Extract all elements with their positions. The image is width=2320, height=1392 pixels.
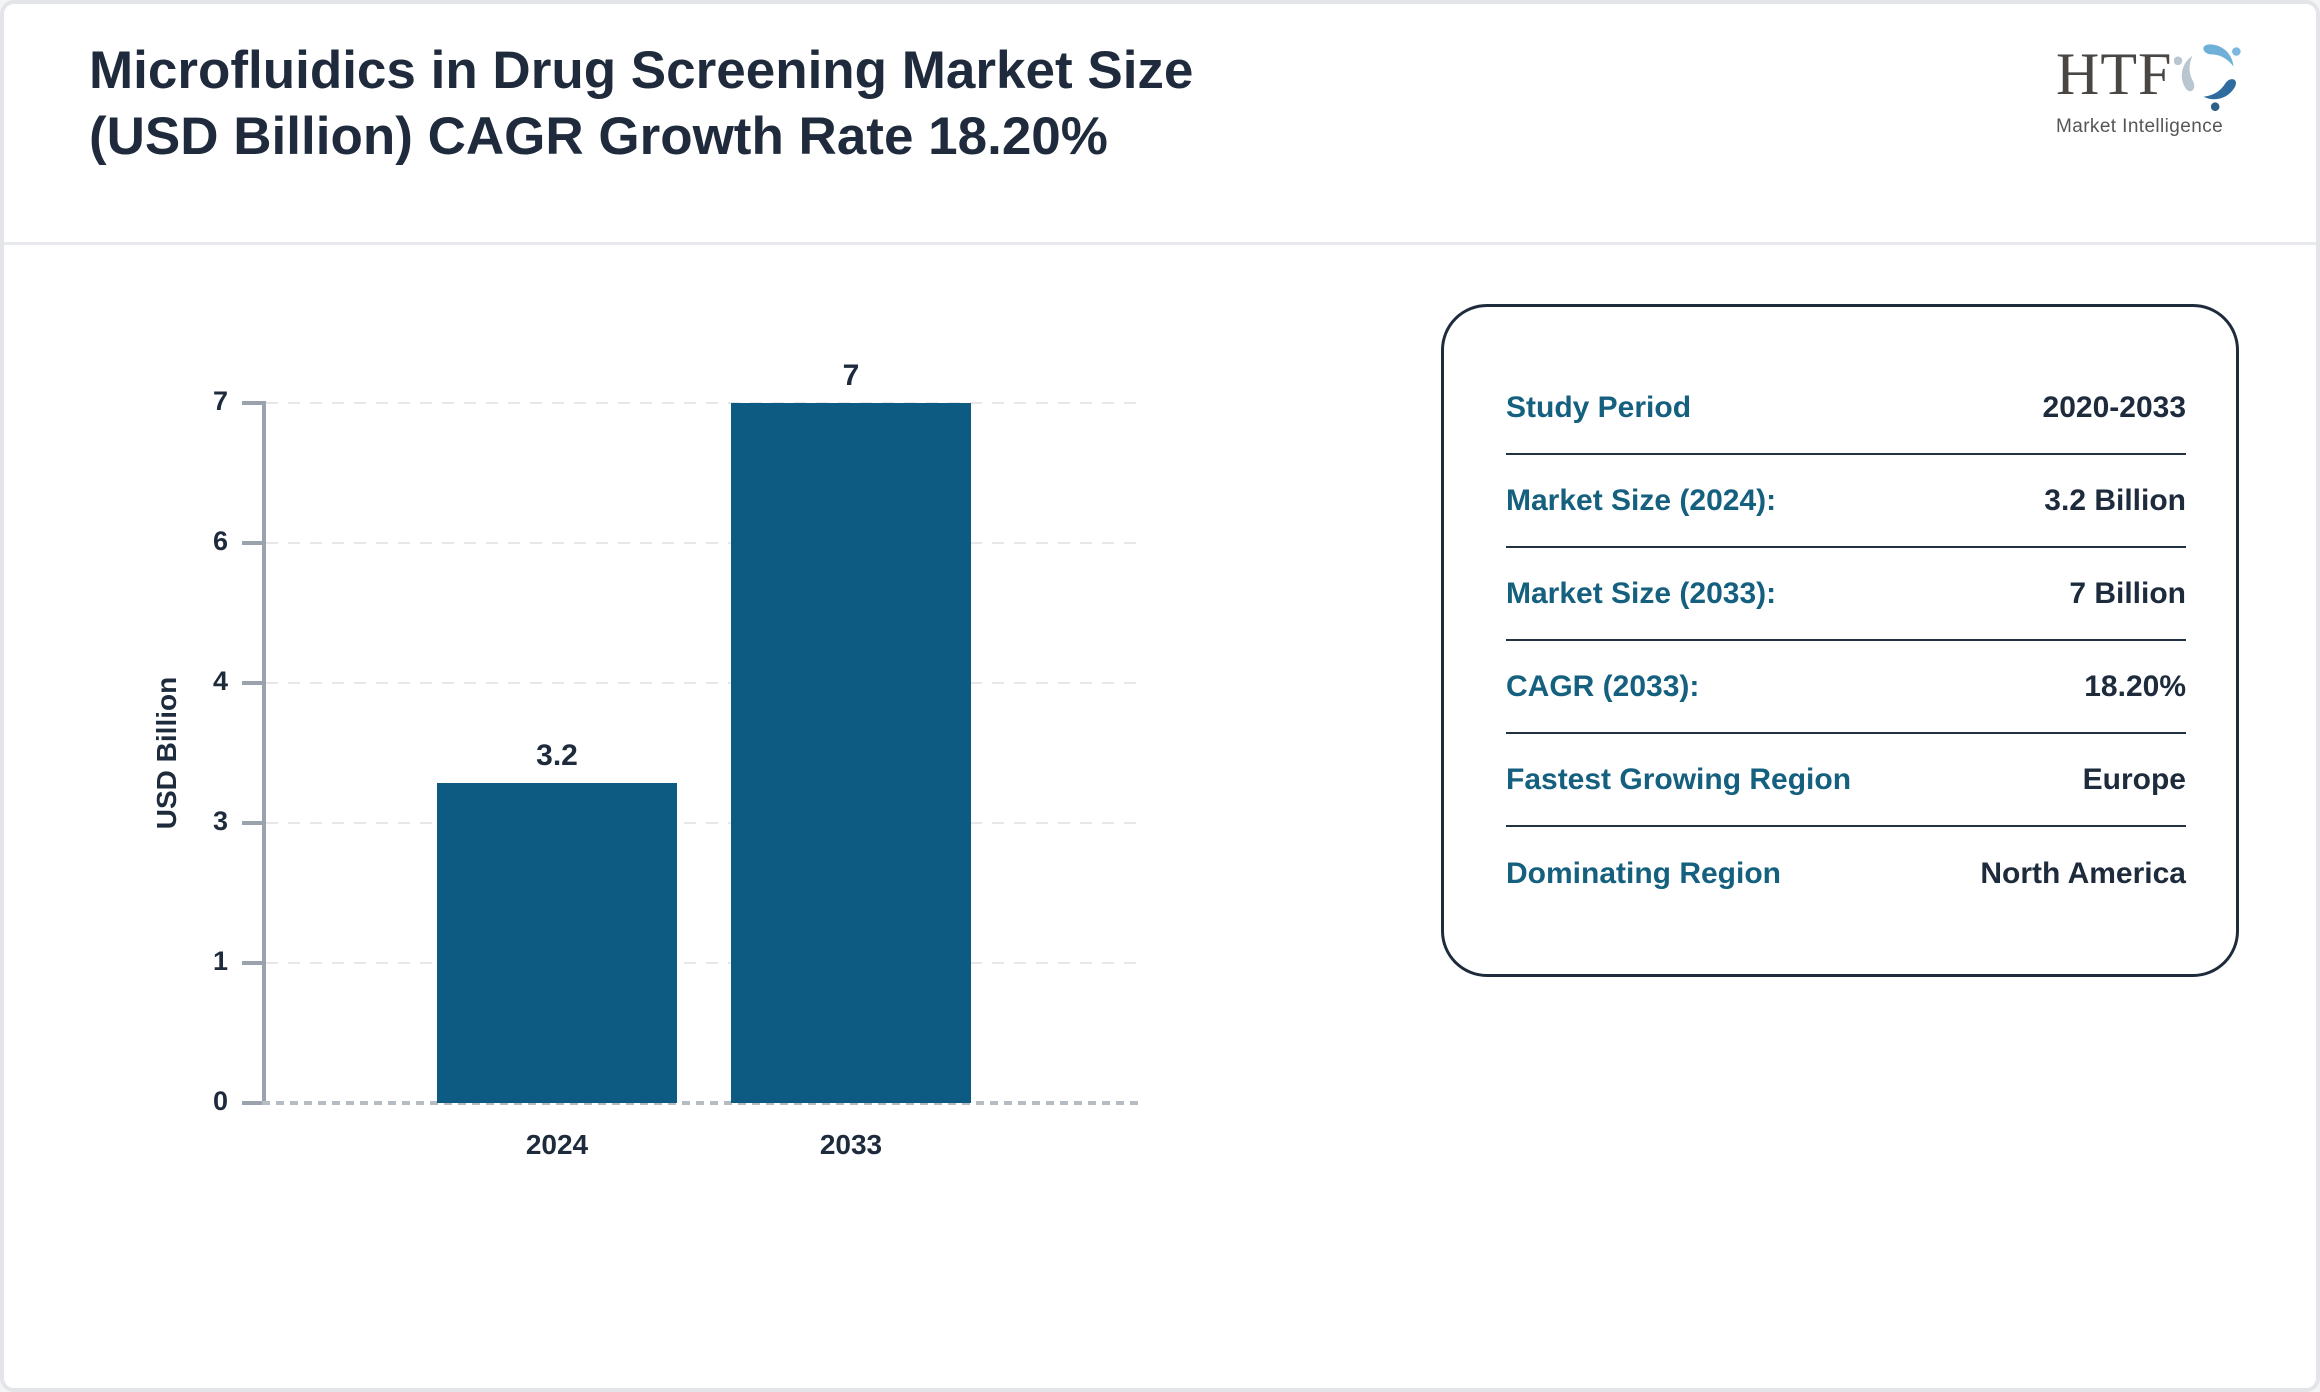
summary-row-3: Market Size (2033): 7 Billion: [1506, 548, 2186, 641]
gridline-6: [266, 542, 1143, 544]
summary-row-2: Market Size (2024): 3.2 Billion: [1506, 455, 2186, 548]
bar-2033: [731, 403, 971, 1103]
bar-2024: [437, 783, 677, 1103]
summary-row-4: CAGR (2033): 18.20%: [1506, 641, 2186, 734]
gridline-3: [266, 822, 1143, 824]
summary-row-label: Dominating Region: [1506, 856, 1781, 890]
summary-row-label: CAGR (2033):: [1506, 669, 1700, 703]
summary-row-label: Fastest Growing Region: [1506, 762, 1852, 796]
summary-row-1: Study Period 2020-2033: [1506, 362, 2186, 455]
x-tick-label-2033: 2033: [819, 1129, 883, 1160]
y-tick-label-6: 6: [212, 526, 228, 556]
summary-row-value: 2020-2033: [2042, 390, 2186, 424]
page-title: Microfluidics in Drug Screening Market S…: [89, 38, 1489, 170]
gridline-7: [266, 402, 1143, 404]
y-tick-label-1: 1: [212, 946, 228, 976]
summary-row-label: Market Size (2024):: [1506, 483, 1777, 517]
x-tick-label-2024: 2024: [525, 1129, 589, 1160]
summary-row-value: 18.20%: [2084, 669, 2186, 703]
summary-row-value: 3.2 Billion: [2044, 483, 2186, 517]
htf-logo-text: HTF: [2056, 41, 2173, 107]
summary-row-6: Dominating Region North America: [1506, 827, 2186, 920]
y-tick-label-3: 3: [212, 806, 228, 836]
page-title-line2: (USD Billion) CAGR Growth Rate 18.20%: [89, 107, 1108, 166]
htf-logo-row: HTF: [2056, 30, 2246, 118]
header-divider: [4, 242, 2316, 245]
y-tick-mark-3: [242, 821, 262, 825]
y-tick-mark-7: [242, 401, 262, 405]
y-tick-mark-0: [242, 1101, 262, 1105]
gridline-4: [266, 682, 1143, 684]
bar-value-2033: 7: [842, 359, 860, 392]
bar-chart-plot-area: 7 6 4 3 1 0 3.2 2024 7 2033: [213, 359, 1143, 1160]
htf-logo-subtitle: Market Intelligence: [2056, 116, 2224, 137]
y-tick-mark-4: [242, 681, 262, 685]
y-tick-label-4: 4: [212, 666, 228, 696]
y-axis-line: [262, 401, 266, 1105]
htf-logo: HTF Market Intelligence: [2056, 30, 2246, 138]
bar-value-2024: 3.2: [536, 739, 578, 772]
summary-row-value: 7 Billion: [2069, 576, 2186, 610]
y-tick-label-0: 0: [212, 1086, 228, 1116]
summary-row-label: Study Period: [1506, 390, 1692, 424]
summary-row-value: North America: [1980, 856, 2186, 890]
x-axis-baseline: [262, 1101, 1143, 1105]
page-title-line1: Microfluidics in Drug Screening Market S…: [89, 41, 1194, 100]
y-tick-mark-1: [242, 961, 262, 965]
y-tick-label-7: 7: [212, 386, 228, 416]
summary-row-value: Europe: [2082, 762, 2186, 796]
summary-row-label: Market Size (2033):: [1506, 576, 1777, 610]
market-summary-panel: Study Period 2020-2033 Market Size (2024):…: [1441, 304, 2239, 977]
gridline-1: [266, 962, 1143, 964]
htf-swirl-icon: [2174, 44, 2241, 112]
y-tick-mark-6: [242, 541, 262, 545]
summary-row-5: Fastest Growing Region Europe: [1506, 734, 2186, 827]
